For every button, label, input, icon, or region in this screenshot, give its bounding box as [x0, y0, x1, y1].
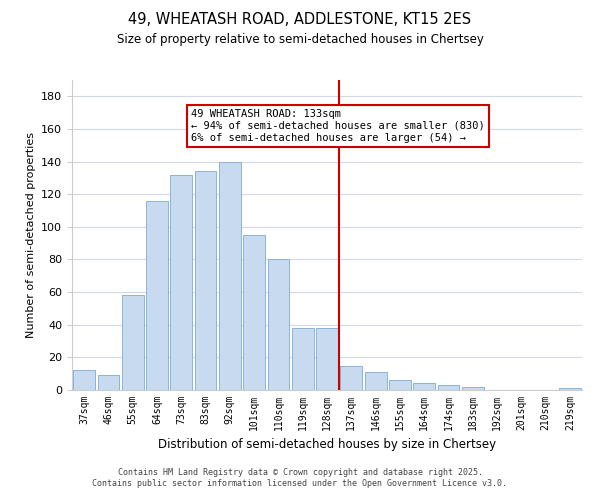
Bar [462, 386, 484, 390]
Bar [268, 260, 289, 390]
Bar [340, 366, 362, 390]
Text: Contains HM Land Registry data © Crown copyright and database right 2025.
Contai: Contains HM Land Registry data © Crown c… [92, 468, 508, 487]
Bar [292, 328, 314, 390]
Bar [122, 296, 143, 390]
Bar [365, 372, 386, 390]
Bar [219, 162, 241, 390]
Y-axis label: Number of semi-detached properties: Number of semi-detached properties [26, 132, 35, 338]
Text: 49, WHEATASH ROAD, ADDLESTONE, KT15 2ES: 49, WHEATASH ROAD, ADDLESTONE, KT15 2ES [128, 12, 472, 28]
Bar [389, 380, 411, 390]
Bar [194, 172, 217, 390]
Bar [146, 200, 168, 390]
Bar [170, 174, 192, 390]
Bar [316, 328, 338, 390]
Bar [97, 376, 119, 390]
Bar [559, 388, 581, 390]
Bar [437, 385, 460, 390]
Bar [243, 235, 265, 390]
X-axis label: Distribution of semi-detached houses by size in Chertsey: Distribution of semi-detached houses by … [158, 438, 496, 452]
Text: Size of property relative to semi-detached houses in Chertsey: Size of property relative to semi-detach… [116, 32, 484, 46]
Bar [413, 384, 435, 390]
Bar [73, 370, 95, 390]
Text: 49 WHEATASH ROAD: 133sqm
← 94% of semi-detached houses are smaller (830)
6% of s: 49 WHEATASH ROAD: 133sqm ← 94% of semi-d… [191, 110, 485, 142]
